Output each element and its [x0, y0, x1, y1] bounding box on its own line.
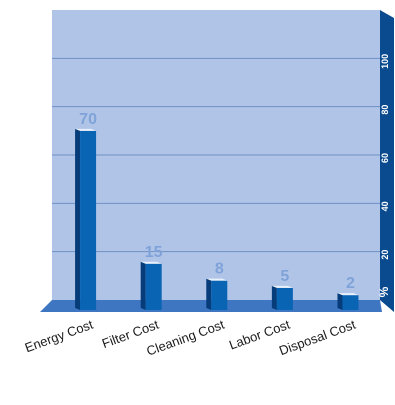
- bar-side: [140, 261, 146, 310]
- y-unit-label: %: [377, 286, 391, 297]
- y-tick-label: 60: [380, 153, 390, 163]
- bar: [342, 295, 359, 310]
- bar: [80, 130, 97, 310]
- bar-top: [140, 261, 162, 264]
- bar-side: [206, 278, 212, 310]
- bar: [211, 280, 228, 310]
- bar-top: [337, 293, 359, 296]
- data-label: 15: [145, 244, 163, 261]
- data-label: 2: [346, 275, 355, 292]
- data-label: 5: [280, 268, 289, 285]
- chart-right-wall: [380, 10, 394, 312]
- bar-top: [271, 285, 293, 288]
- y-tick-label: 40: [380, 201, 390, 211]
- bar-top: [75, 128, 97, 131]
- category-label: Disposal Cost: [277, 317, 358, 359]
- bar-side: [75, 128, 81, 310]
- bar-side: [337, 293, 343, 310]
- y-tick-label: 20: [380, 250, 390, 260]
- bar-side: [271, 285, 277, 310]
- bar: [276, 287, 293, 310]
- category-label: Energy Cost: [23, 317, 96, 356]
- data-label: 8: [215, 261, 224, 278]
- bar: [145, 263, 162, 310]
- data-label: 70: [79, 111, 97, 128]
- y-tick-label: 100: [380, 54, 390, 69]
- bar-top: [206, 278, 228, 281]
- y-tick-label: 80: [380, 105, 390, 115]
